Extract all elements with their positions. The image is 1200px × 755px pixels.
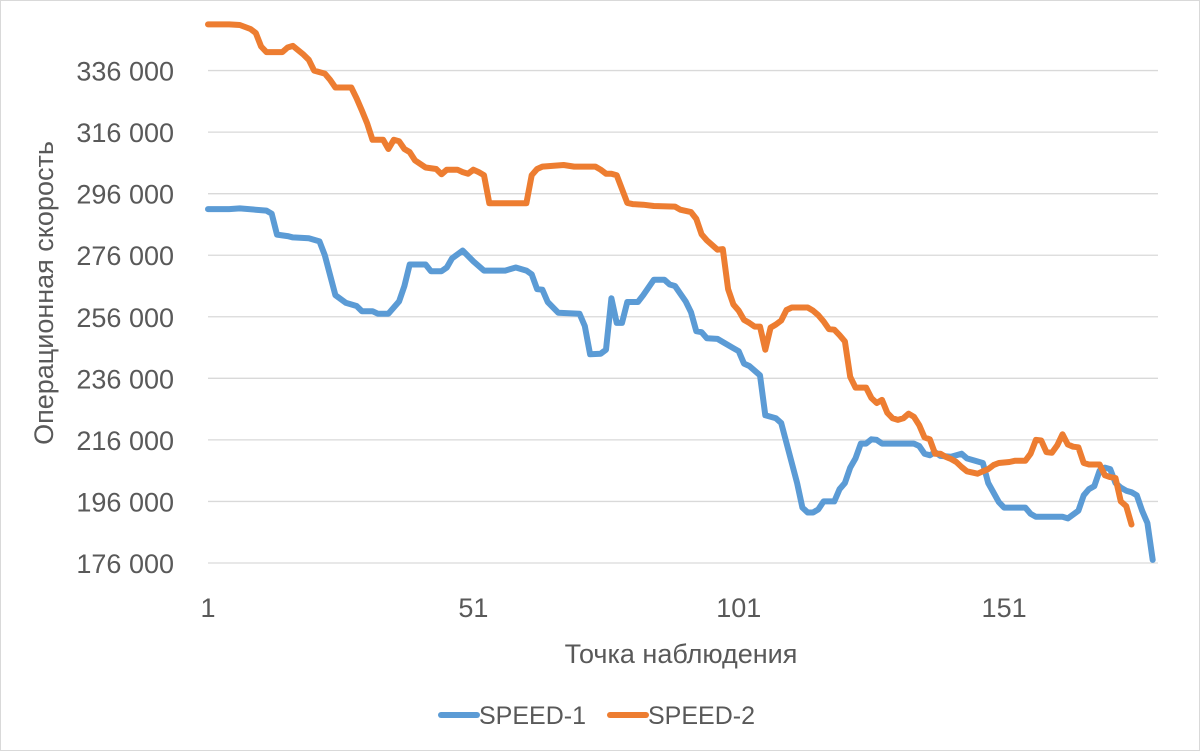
x-tick-label: 1 [200,593,215,623]
y-tick-label: 176 000 [76,549,174,579]
gridlines [208,69,1158,564]
y-axis-title: Операционная скорость [29,141,59,445]
x-axis-title: Точка наблюдения [565,639,798,669]
y-tick-label: 296 000 [76,180,174,210]
y-tick-label: 316 000 [76,118,174,148]
legend-label: SPEED-1 [479,702,586,730]
y-tick-label: 236 000 [76,364,174,394]
y-tick-label: 336 000 [76,57,174,87]
series-line-speed-2 [205,21,1135,528]
series-line-speed-1 [205,205,1156,563]
y-axis-tick-labels: 176 000 196 000 216 000 236 000 256 000 276 0… [76,57,174,579]
legend-label: SPEED-2 [648,702,755,730]
x-tick-label: 151 [982,593,1027,623]
x-tick-label: 51 [458,593,488,623]
y-tick-label: 216 000 [76,426,174,456]
y-tick-label: 276 000 [76,241,174,271]
y-tick-label: 256 000 [76,303,174,333]
x-axis-tick-labels: 1 51 101 151 [200,593,1026,623]
legend: SPEED-1 SPEED-2 [438,702,755,730]
series-lines [205,21,1156,563]
x-tick-label: 101 [716,593,761,623]
y-tick-label: 196 000 [76,487,174,517]
